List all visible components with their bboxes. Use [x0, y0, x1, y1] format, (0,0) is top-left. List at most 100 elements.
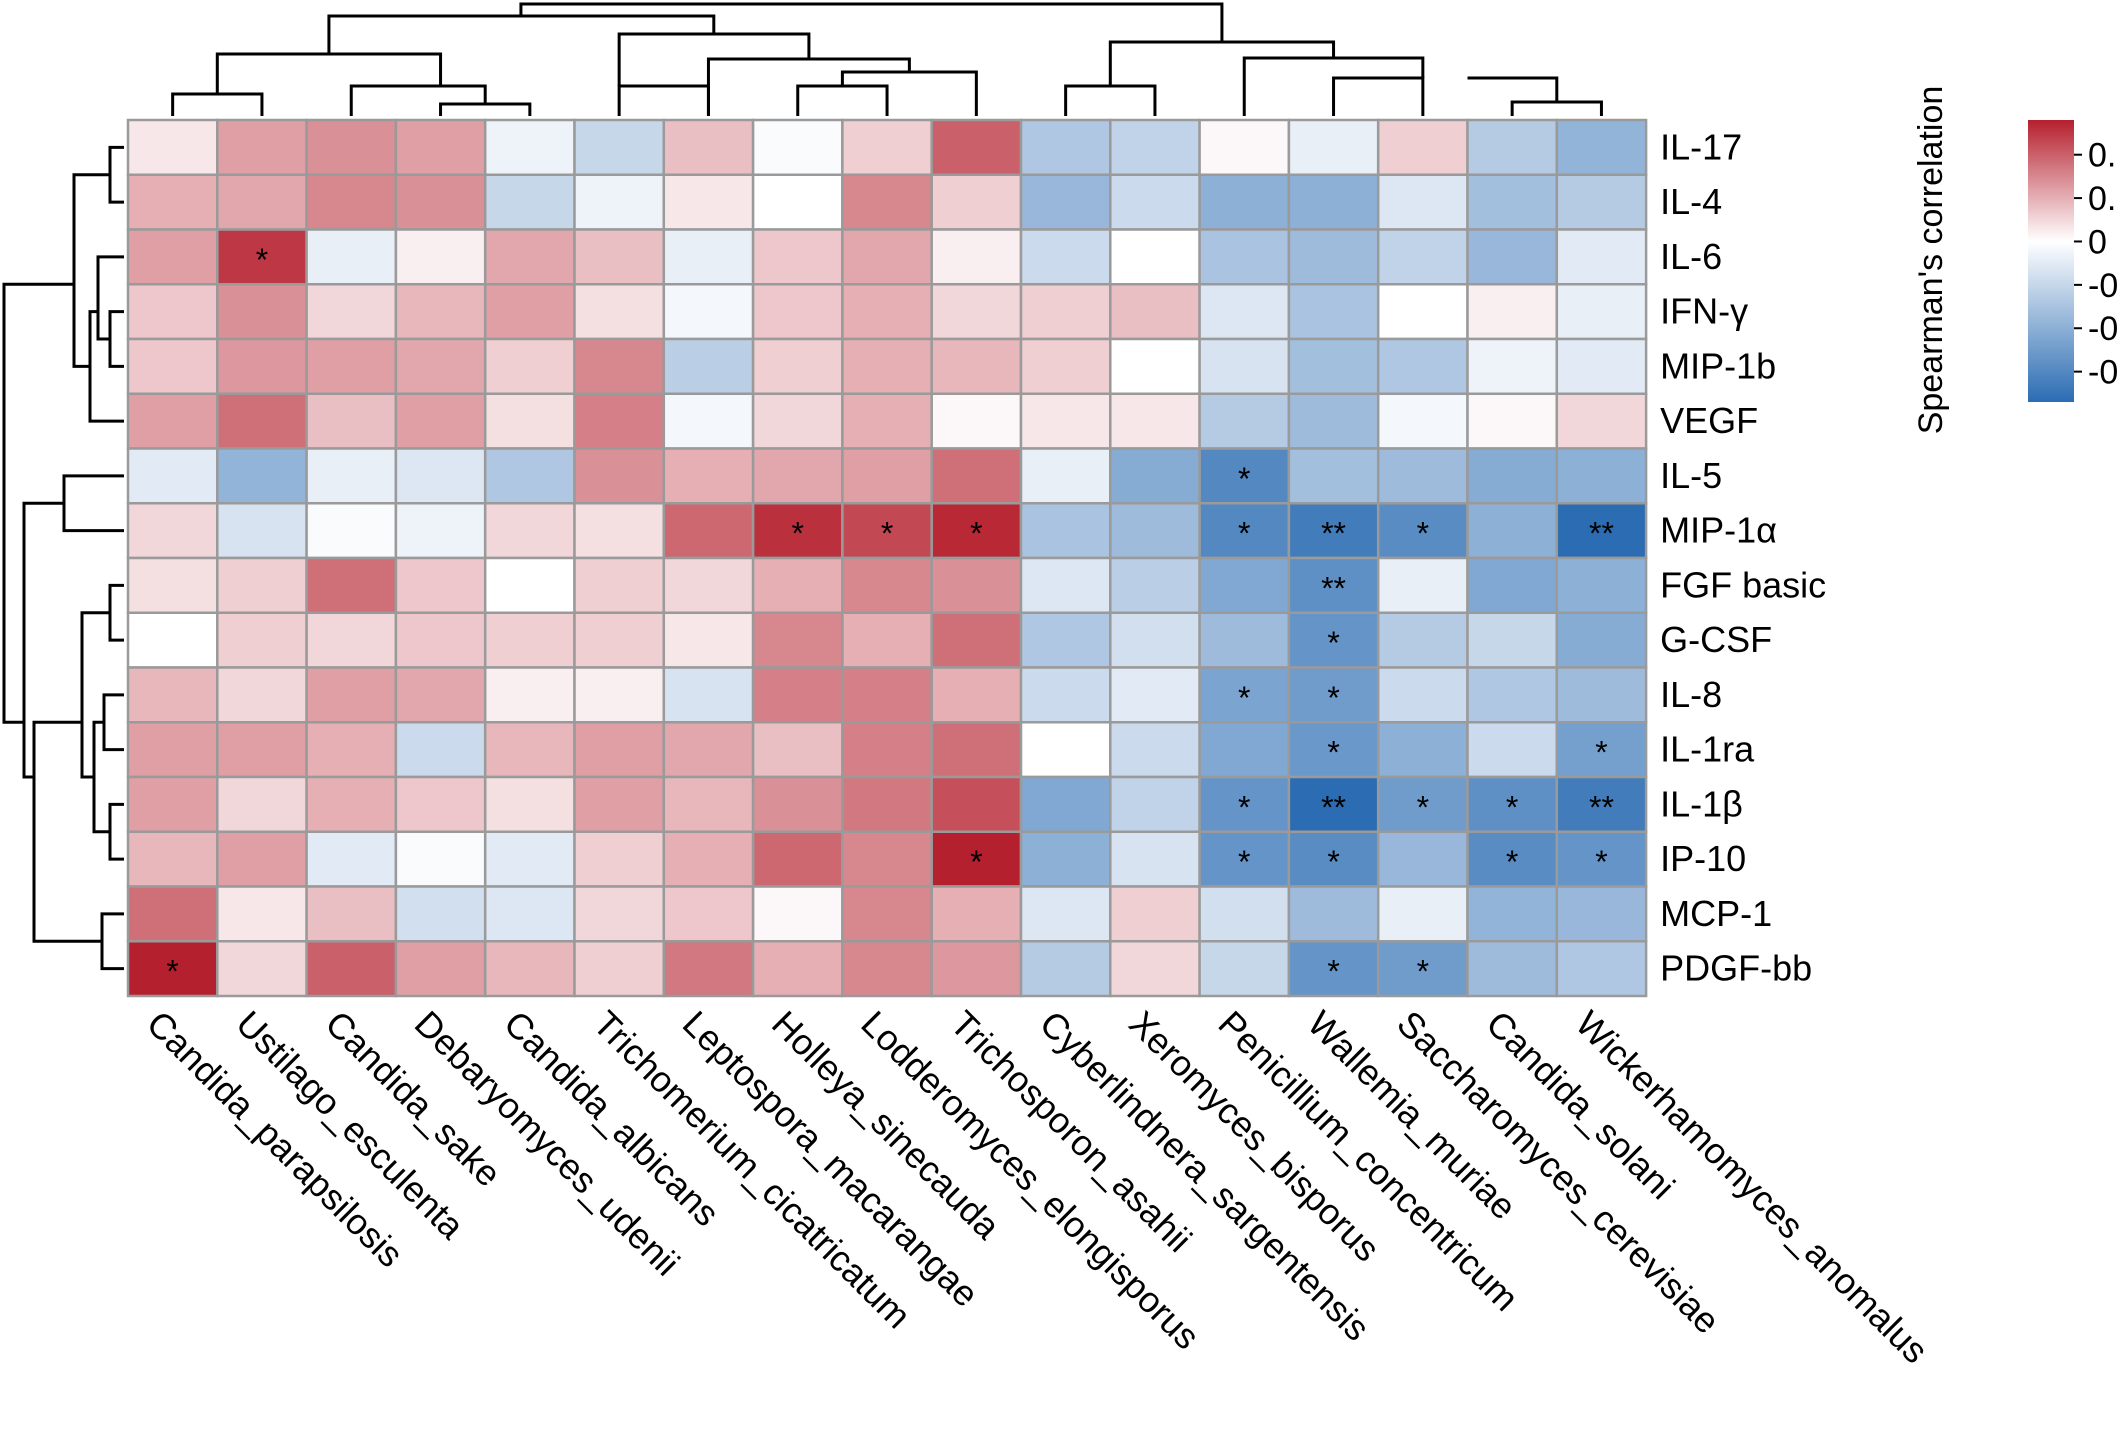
heatmap-cell	[1376, 337, 1469, 395]
heatmap-cell	[573, 337, 666, 395]
heatmap-cell	[483, 775, 576, 833]
row-label: MIP-1α	[1660, 510, 1777, 551]
heatmap-cell	[751, 228, 844, 286]
heatmap-cell	[1466, 118, 1559, 176]
heatmap-cell	[1376, 611, 1469, 669]
heatmap-cell	[1376, 283, 1469, 341]
dendrogram-branch	[171, 92, 264, 116]
heatmap-cell	[1109, 447, 1201, 505]
heatmap-cell	[1109, 611, 1201, 669]
row-label: IL-5	[1660, 455, 1722, 496]
significance-mark: *	[881, 516, 893, 552]
column-labels: Candida_parapsilosisUstilago_esculentaCa…	[139, 1003, 1936, 1372]
heatmap-cell	[573, 885, 666, 943]
heatmap-cell	[1019, 337, 1112, 395]
significance-mark: *	[1238, 789, 1250, 825]
heatmap-cell	[841, 830, 933, 888]
row-labels: IL-17 IL-4 IL-6 IFN-γ MIP-1b VEGF IL-5 MIP-1α FG…	[1660, 126, 1826, 988]
heatmap-cell	[573, 775, 666, 833]
heatmap-cell	[1376, 118, 1469, 176]
dendrogram-branch	[22, 501, 64, 779]
row-label: IL-1β	[1660, 783, 1743, 824]
column-label: Wickerhamomyces_anomalus	[1568, 1003, 1937, 1372]
heatmap-cell	[1198, 173, 1291, 231]
heatmap-cell	[126, 173, 219, 231]
heatmap-cell	[305, 830, 398, 888]
heatmap-cell	[1466, 447, 1559, 505]
dendrogram-branch	[108, 310, 124, 368]
heatmap-cell	[930, 611, 1023, 669]
significance-mark: *	[1238, 461, 1250, 497]
heatmap-cell	[1109, 392, 1201, 450]
heatmap-cell	[1019, 502, 1112, 560]
heatmap-cell	[126, 721, 219, 779]
dendrogram-branch	[96, 255, 124, 341]
heatmap-cell	[1466, 337, 1559, 395]
heatmap-cell	[305, 611, 398, 669]
heatmap-cell	[751, 611, 844, 669]
heatmap-cell	[930, 666, 1023, 724]
heatmap-cell	[662, 502, 755, 560]
heatmap-cell	[1287, 228, 1380, 286]
heatmap-cell	[394, 392, 487, 450]
dendrogram-branch	[439, 102, 532, 116]
dendrogram-branch	[102, 693, 124, 752]
heatmap-cell	[483, 337, 576, 395]
heatmap-cell	[483, 228, 576, 286]
heatmap-cell	[394, 283, 487, 341]
heatmap-cell	[930, 228, 1023, 286]
heatmap-cell	[930, 337, 1023, 395]
heatmap-cell	[1019, 940, 1112, 998]
dendrogram-branch	[349, 84, 487, 116]
heatmap-cell	[751, 392, 844, 450]
heatmap-cell	[1555, 173, 1648, 231]
heatmap-cell	[1019, 447, 1112, 505]
legend-ticks: 0.2 0.1 0 -0.1 -0.2 -0.3	[2074, 137, 2118, 392]
row-label: MIP-1b	[1660, 345, 1776, 386]
dendrogram-branch	[80, 611, 110, 779]
heatmap-cell	[573, 666, 666, 724]
heatmap-cell	[1019, 556, 1112, 614]
heatmap-cell	[841, 283, 933, 341]
significance-mark: *	[1238, 844, 1250, 880]
heatmap-cell	[930, 118, 1023, 176]
heatmap-cell	[930, 775, 1023, 833]
heatmap-cell	[841, 885, 933, 943]
heatmap-cell	[841, 173, 933, 231]
significance-mark: *	[1417, 516, 1429, 552]
heatmap-cell	[394, 337, 487, 395]
heatmap-cell	[1287, 283, 1380, 341]
heatmap-cell	[751, 721, 844, 779]
significance-mark: *	[792, 516, 804, 552]
heatmap-cell	[841, 611, 933, 669]
column-dendrogram	[171, 2, 1603, 116]
heatmap-cell	[1198, 337, 1291, 395]
heatmap-cell	[1109, 775, 1201, 833]
heatmap-cell	[930, 173, 1023, 231]
heatmap-cell	[216, 666, 308, 724]
heatmap-cell	[1376, 392, 1469, 450]
dendrogram-branch	[215, 52, 443, 94]
heatmap-cell	[662, 885, 755, 943]
heatmap-cell	[1555, 830, 1648, 888]
heatmap-cell	[1198, 118, 1291, 176]
significance-marks: *** * * * ** * ****** ** ** ** * * *** * * * ** * *	[166, 242, 1613, 990]
heatmap-cell	[1466, 556, 1559, 614]
dendrogram-branch	[108, 583, 124, 642]
dendrogram-branch	[2, 282, 74, 724]
heatmap-cell	[1019, 830, 1112, 888]
heatmap-cell	[216, 611, 308, 669]
significance-mark: *	[1238, 516, 1250, 552]
heatmap-cell	[1376, 666, 1469, 724]
row-label: VEGF	[1660, 400, 1758, 441]
heatmap-cell	[751, 885, 844, 943]
heatmap-cell	[483, 173, 576, 231]
heatmap-cell	[126, 283, 219, 341]
heatmap-cell	[1466, 502, 1559, 560]
row-label: IL-17	[1660, 126, 1742, 167]
heatmap-cell	[1555, 337, 1648, 395]
heatmap-cell	[662, 392, 755, 450]
heatmap-cell	[126, 502, 219, 560]
heatmap-cell	[930, 392, 1023, 450]
heatmap-cell	[841, 337, 933, 395]
